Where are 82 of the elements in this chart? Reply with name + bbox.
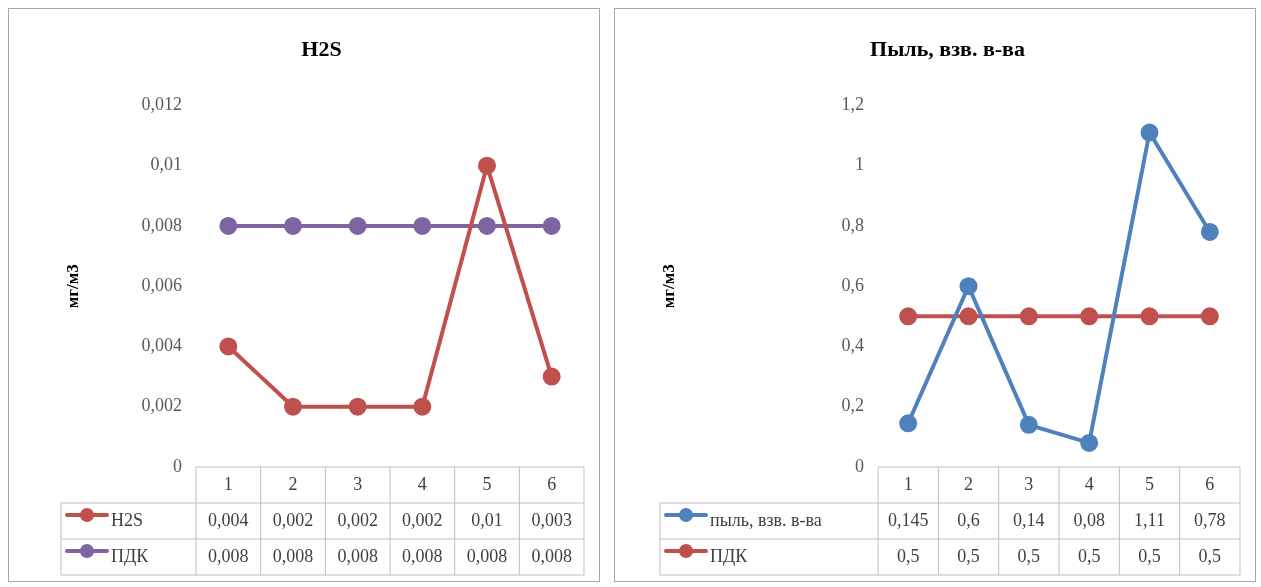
point bbox=[478, 216, 496, 235]
point bbox=[1140, 307, 1159, 326]
x-tick-label: 6 bbox=[1205, 473, 1215, 494]
point bbox=[478, 156, 496, 175]
point bbox=[1140, 123, 1159, 142]
y-tick-label: 0,002 bbox=[141, 395, 182, 416]
x-tick-label: 5 bbox=[482, 473, 492, 494]
y-axis-title: мг/м3 bbox=[658, 264, 678, 309]
chart-title: H2S bbox=[301, 35, 342, 61]
data-label: 0,008 bbox=[272, 545, 314, 566]
y-tick-label: 0,004 bbox=[141, 335, 182, 356]
y-tick-label: 0 bbox=[173, 455, 182, 476]
data-label: 0,008 bbox=[531, 545, 572, 566]
point bbox=[542, 367, 561, 386]
point bbox=[1080, 307, 1099, 326]
point bbox=[348, 216, 367, 235]
data-label: 1,11 bbox=[1134, 509, 1165, 530]
data-label: 0,78 bbox=[1194, 509, 1226, 530]
x-tick-label: 2 bbox=[964, 473, 973, 494]
data-label: 0,6 bbox=[957, 509, 980, 530]
y-tick-label: 0,006 bbox=[141, 274, 182, 295]
point bbox=[542, 216, 561, 235]
data-label: 0,004 bbox=[208, 509, 249, 530]
data-label: 0,145 bbox=[887, 509, 929, 530]
data-label: 0,5 bbox=[1138, 545, 1161, 566]
data-label: 0,5 bbox=[1198, 545, 1222, 566]
data-label: 0,008 bbox=[208, 545, 249, 566]
point bbox=[1200, 307, 1219, 326]
point bbox=[899, 414, 918, 433]
y-tick-label: 0,01 bbox=[150, 154, 182, 175]
data-label: 0,002 bbox=[402, 509, 443, 530]
data-label: 0,003 bbox=[531, 509, 572, 530]
y-tick-label: 0,4 bbox=[841, 335, 864, 356]
y-tick-label: 0 bbox=[855, 455, 864, 476]
point bbox=[1080, 433, 1099, 452]
point bbox=[1019, 307, 1038, 326]
x-tick-label: 3 bbox=[1024, 473, 1034, 494]
data-label: 0,5 bbox=[957, 545, 980, 566]
point bbox=[959, 277, 978, 296]
data-label: 0,5 bbox=[896, 545, 920, 566]
data-label: 0,5 bbox=[1017, 545, 1041, 566]
data-label: 0,002 bbox=[272, 509, 314, 530]
legend-label: ПДК bbox=[111, 545, 150, 566]
point bbox=[899, 307, 918, 326]
y-tick-label: 0,6 bbox=[841, 274, 864, 295]
x-tick-label: 1 bbox=[903, 473, 913, 494]
data-label: 0,14 bbox=[1013, 509, 1045, 530]
data-label: 0,08 bbox=[1073, 509, 1105, 530]
point bbox=[284, 216, 302, 235]
y-tick-label: 0,8 bbox=[841, 214, 864, 235]
x-tick-label: 1 bbox=[223, 473, 233, 494]
point bbox=[413, 397, 432, 416]
point bbox=[1019, 415, 1038, 434]
x-tick-label: 3 bbox=[353, 473, 363, 494]
x-tick-label: 4 bbox=[417, 473, 427, 494]
legend-label: пыль, взв. в-ва bbox=[710, 509, 822, 530]
data-label: 0,5 bbox=[1077, 545, 1101, 566]
legend-label: H2S bbox=[111, 509, 144, 530]
point bbox=[348, 397, 367, 416]
data-label: 0,008 bbox=[466, 545, 508, 566]
point bbox=[219, 216, 238, 235]
data-label: 0,008 bbox=[402, 545, 443, 566]
point bbox=[959, 307, 978, 326]
x-tick-label: 4 bbox=[1084, 473, 1094, 494]
data-label: 0,008 bbox=[337, 545, 378, 566]
x-tick-label: 5 bbox=[1145, 473, 1154, 494]
chart-title: Пыль, взв. в-ва bbox=[870, 35, 1025, 61]
y-axis-title: мг/м3 bbox=[62, 264, 82, 309]
y-tick-label: 0,2 bbox=[841, 395, 864, 416]
point bbox=[284, 397, 302, 416]
legend-label: ПДК bbox=[710, 545, 749, 566]
y-tick-label: 0,008 bbox=[141, 214, 182, 235]
data-label: 0,01 bbox=[471, 509, 503, 530]
y-tick-label: 0,012 bbox=[141, 94, 182, 115]
data-label: 0,002 bbox=[337, 509, 378, 530]
y-tick-label: 1 bbox=[855, 154, 864, 175]
y-tick-label: 1,2 bbox=[841, 94, 864, 115]
point bbox=[413, 216, 432, 235]
point bbox=[1200, 222, 1219, 241]
x-tick-label: 6 bbox=[547, 473, 557, 494]
point bbox=[219, 337, 238, 356]
x-tick-label: 2 bbox=[288, 473, 298, 494]
